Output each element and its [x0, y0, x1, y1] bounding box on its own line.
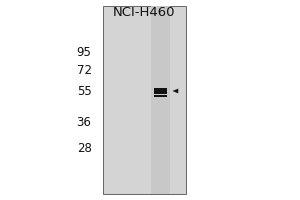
Text: 72: 72: [76, 64, 92, 76]
Text: 95: 95: [76, 46, 92, 58]
Text: NCI-H460: NCI-H460: [113, 6, 175, 20]
Text: 55: 55: [77, 85, 92, 98]
Text: 28: 28: [76, 142, 92, 154]
Text: 36: 36: [76, 116, 92, 130]
